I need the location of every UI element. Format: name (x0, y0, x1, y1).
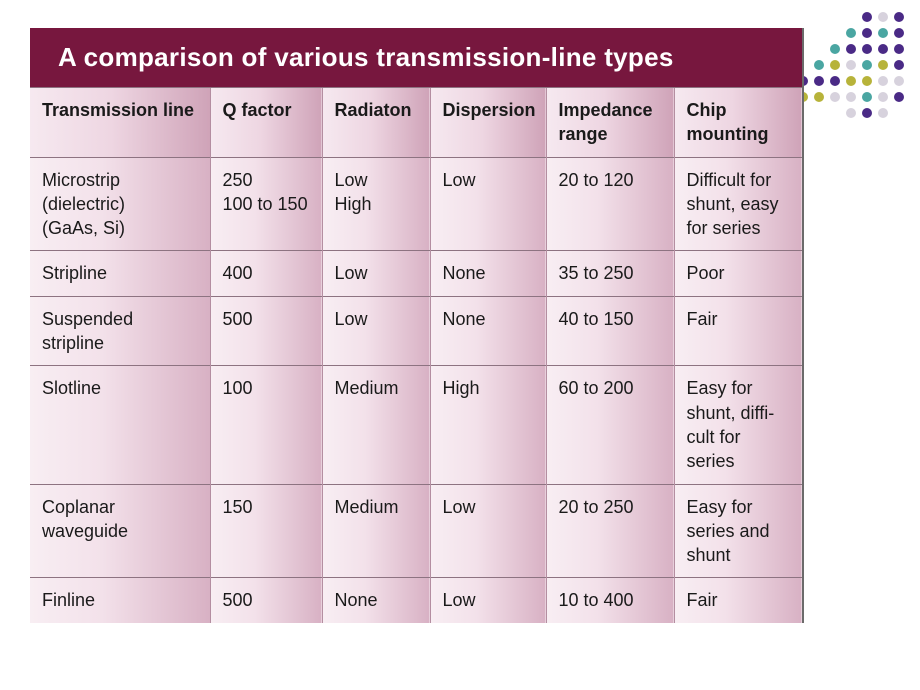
decor-dot (878, 60, 888, 70)
table-cell: Easy for series and shunt (674, 484, 802, 578)
table-cell: 20 to 250 (546, 484, 674, 578)
table-row: Slotline100MediumHigh60 to 200Easy for s… (30, 366, 802, 484)
decor-dot (830, 12, 840, 22)
table-header-cell: Chip mounting (674, 88, 802, 158)
table-cell: Fair (674, 296, 802, 366)
table-row: Stripline400LowNone35 to 250Poor (30, 251, 802, 296)
table-cell: Low (322, 296, 430, 366)
table-cell: 250100 to 150 (210, 157, 322, 251)
decor-dot (846, 76, 856, 86)
decor-dot (894, 76, 904, 86)
table-cell: None (322, 578, 430, 623)
decor-dot (894, 28, 904, 38)
decor-dot (894, 108, 904, 118)
table-header-cell: Impedance range (546, 88, 674, 158)
table-header-cell: Radiaton (322, 88, 430, 158)
slide: A comparison of various transmission-lin… (0, 0, 920, 690)
decor-dot (830, 44, 840, 54)
decor-dot (830, 92, 840, 102)
table-cell: 400 (210, 251, 322, 296)
decor-dot (862, 60, 872, 70)
decor-dot (878, 44, 888, 54)
table-row: Microstrip(dielectric)(GaAs, Si)250100 t… (30, 157, 802, 251)
table-row: Coplanar waveguide150MediumLow20 to 250E… (30, 484, 802, 578)
decor-dot (862, 92, 872, 102)
decor-dot (878, 12, 888, 22)
decor-dot (846, 92, 856, 102)
decor-dot (894, 12, 904, 22)
decor-dot (830, 76, 840, 86)
decor-dot (878, 108, 888, 118)
decor-dot (830, 108, 840, 118)
table-cell: Difficult for shunt, easy for series (674, 157, 802, 251)
decor-dot (814, 92, 824, 102)
decor-dot (862, 76, 872, 86)
table-cell: 40 to 150 (546, 296, 674, 366)
table-cell: None (430, 251, 546, 296)
decor-dot (830, 28, 840, 38)
table-cell: Low (430, 578, 546, 623)
decor-dot (846, 60, 856, 70)
decor-dot (814, 108, 824, 118)
table-cell: High (430, 366, 546, 484)
table-title: A comparison of various transmission-lin… (30, 28, 802, 87)
table-cell: Easy for shunt, diffi­cult for series (674, 366, 802, 484)
table-cell: LowHigh (322, 157, 430, 251)
table-header-cell: Dispersion (430, 88, 546, 158)
decor-dot (894, 60, 904, 70)
table-cell: Microstrip(dielectric)(GaAs, Si) (30, 157, 210, 251)
table-cell: Slotline (30, 366, 210, 484)
table-cell: Poor (674, 251, 802, 296)
decor-dot (846, 44, 856, 54)
table-cell: 500 (210, 578, 322, 623)
table-cell: 10 to 400 (546, 578, 674, 623)
decor-dot (814, 60, 824, 70)
table-row: Suspended stripline500LowNone40 to 150Fa… (30, 296, 802, 366)
decorative-dot-grid (798, 12, 908, 122)
decor-dot (862, 108, 872, 118)
table-header-row: Transmission lineQ factorRadiatonDispers… (30, 88, 802, 158)
table-body: Microstrip(dielectric)(GaAs, Si)250100 t… (30, 157, 802, 623)
table-cell: 500 (210, 296, 322, 366)
decor-dot (814, 12, 824, 22)
table-cell: 35 to 250 (546, 251, 674, 296)
table-row: Finline500NoneLow10 to 400Fair (30, 578, 802, 623)
decor-dot (846, 108, 856, 118)
table-cell: Coplanar waveguide (30, 484, 210, 578)
decor-dot (846, 12, 856, 22)
table-cell: 100 (210, 366, 322, 484)
table-cell: Medium (322, 484, 430, 578)
table-cell: Suspended stripline (30, 296, 210, 366)
decor-dot (862, 28, 872, 38)
decor-dot (862, 12, 872, 22)
decor-dot (894, 44, 904, 54)
table-cell: 20 to 120 (546, 157, 674, 251)
table-cell: None (430, 296, 546, 366)
comparison-table-container: A comparison of various transmission-lin… (30, 28, 804, 623)
comparison-table: Transmission lineQ factorRadiatonDispers… (30, 87, 802, 623)
table-cell: Finline (30, 578, 210, 623)
decor-dot (814, 44, 824, 54)
decor-dot (830, 60, 840, 70)
decor-dot (894, 92, 904, 102)
decor-dot (878, 92, 888, 102)
decor-dot (878, 76, 888, 86)
table-cell: Fair (674, 578, 802, 623)
decor-dot (814, 76, 824, 86)
table-header-cell: Transmission line (30, 88, 210, 158)
table-cell: Low (430, 157, 546, 251)
table-cell: 150 (210, 484, 322, 578)
decor-dot (798, 12, 808, 22)
table-cell: Low (322, 251, 430, 296)
table-cell: 60 to 200 (546, 366, 674, 484)
decor-dot (814, 28, 824, 38)
decor-dot (846, 28, 856, 38)
table-cell: Stripline (30, 251, 210, 296)
table-cell: Low (430, 484, 546, 578)
table-header-cell: Q factor (210, 88, 322, 158)
table-cell: Medium (322, 366, 430, 484)
table-head: Transmission lineQ factorRadiatonDispers… (30, 88, 802, 158)
decor-dot (878, 28, 888, 38)
decor-dot (862, 44, 872, 54)
